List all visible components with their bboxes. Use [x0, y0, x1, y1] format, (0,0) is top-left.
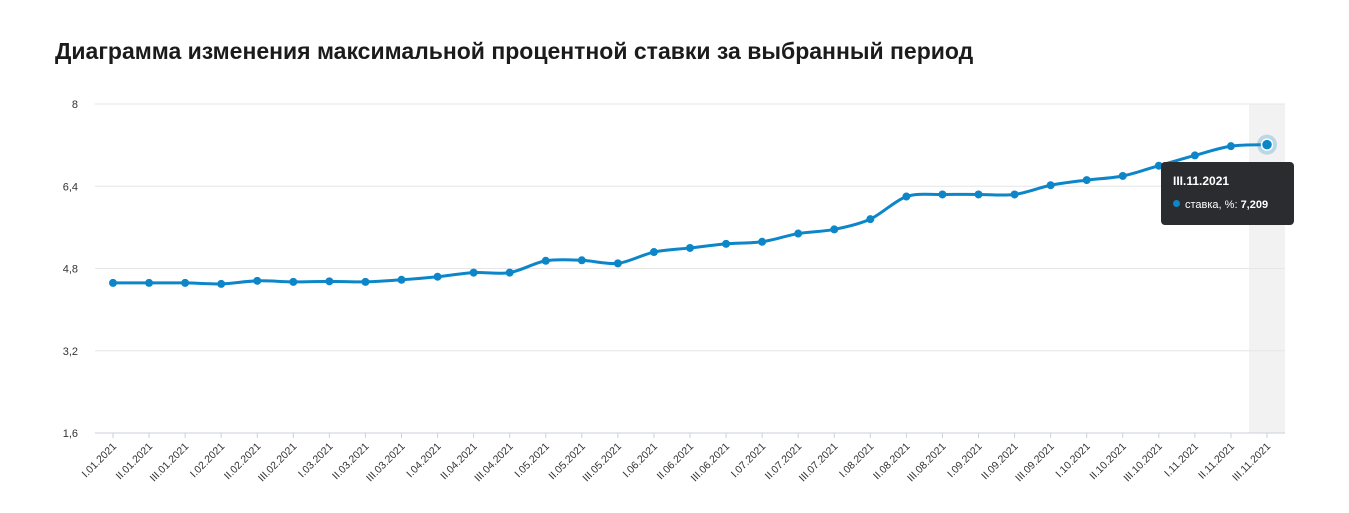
data-point[interactable]	[866, 215, 875, 224]
data-point[interactable]	[325, 277, 334, 286]
data-point[interactable]	[217, 279, 226, 288]
tooltip-series-dot	[1173, 200, 1180, 207]
data-point[interactable]	[397, 275, 406, 284]
x-tick-label: III.06.2021	[689, 441, 733, 485]
y-tick-label: 6,4	[63, 181, 78, 193]
data-point[interactable]	[433, 272, 442, 281]
x-tick-label: III.08.2021	[905, 441, 949, 485]
data-point[interactable]	[541, 256, 550, 265]
x-tick-label: III.03.2021	[364, 441, 408, 485]
data-point[interactable]	[902, 192, 911, 201]
data-point[interactable]	[974, 190, 983, 199]
y-tick-label: 3,2	[63, 346, 78, 358]
series-line	[112, 143, 1268, 286]
x-tick-label: III.11.2021	[1230, 441, 1273, 484]
data-point[interactable]	[938, 190, 947, 199]
active-point[interactable]	[1257, 134, 1277, 155]
data-point[interactable]	[1046, 181, 1055, 190]
data-points[interactable]	[109, 142, 1235, 288]
y-axis-ticks: 8 6,4 4,8 3,2 1,6	[63, 99, 78, 440]
data-point[interactable]	[1226, 142, 1235, 151]
data-point[interactable]	[794, 229, 803, 238]
tooltip-category: III.11.2021	[1173, 174, 1230, 188]
data-point[interactable]	[253, 276, 262, 285]
y-tick-label: 1,6	[63, 428, 78, 440]
data-point[interactable]	[181, 278, 190, 287]
data-point[interactable]	[109, 278, 117, 287]
chart-title: Диаграмма изменения максимальной процент…	[55, 38, 974, 64]
data-point[interactable]	[1010, 190, 1019, 199]
x-tick-label: III.01.2021	[148, 441, 192, 485]
data-point[interactable]	[577, 256, 586, 265]
data-point[interactable]	[830, 225, 839, 234]
x-tick-label: III.10.2021	[1121, 441, 1165, 485]
x-tick-label: III.04.2021	[472, 441, 516, 485]
tooltip: III.11.2021 ставка, %: 7,209	[1161, 162, 1294, 225]
data-point[interactable]	[722, 239, 731, 248]
tooltip-row: ставка, %: 7,209	[1173, 199, 1268, 211]
y-tick-label: 8	[72, 99, 78, 111]
x-tick-label: III.05.2021	[580, 441, 624, 485]
data-point[interactable]	[1082, 176, 1091, 185]
data-point[interactable]	[1190, 151, 1199, 160]
x-tick-label: III.02.2021	[256, 441, 300, 485]
data-point[interactable]	[1118, 171, 1127, 180]
data-point[interactable]	[686, 243, 694, 252]
data-point[interactable]	[145, 278, 154, 287]
tooltip-series-label: ставка, %:	[1185, 199, 1241, 211]
y-tick-label: 4,8	[63, 264, 78, 276]
y-gridlines	[95, 103, 1285, 352]
data-point[interactable]	[289, 277, 298, 286]
data-point[interactable]	[1154, 161, 1163, 170]
data-point[interactable]	[469, 268, 478, 277]
active-data-point[interactable]	[1260, 138, 1274, 151]
x-tick-label: I.11.2021	[1162, 441, 1201, 480]
data-point[interactable]	[361, 277, 370, 286]
data-point[interactable]	[613, 259, 622, 268]
tooltip-value: 7,209	[1240, 199, 1269, 211]
x-tick-label: III.09.2021	[1013, 441, 1057, 485]
data-point[interactable]	[649, 248, 658, 257]
x-tick-label: III.07.2021	[797, 441, 841, 485]
x-axis-ticks: I.01.2021II.01.2021III.01.2021I.02.2021I…	[80, 433, 1273, 485]
data-point[interactable]	[505, 268, 514, 277]
data-point[interactable]	[758, 237, 767, 246]
